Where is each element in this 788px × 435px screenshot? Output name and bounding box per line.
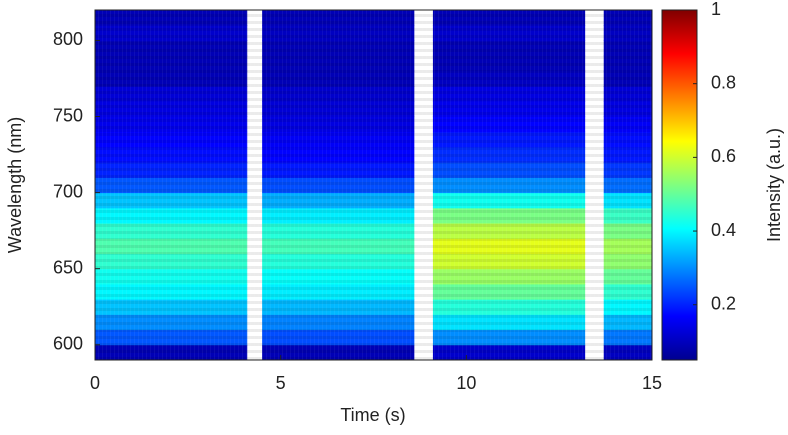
colorbar-tick-label: 1: [711, 0, 721, 19]
x-tick-label: 5: [276, 373, 286, 393]
colorbar-tick-label: 0.8: [711, 72, 736, 92]
colorbar-tick-label: 0.4: [711, 220, 736, 240]
x-tick-label: 15: [642, 373, 662, 393]
colorbar-tick-label: 0.2: [711, 293, 736, 313]
colorbar-label: Intensity (a.u.): [764, 128, 784, 242]
y-tick-label: 700: [53, 181, 83, 201]
x-tick-label: 10: [456, 373, 476, 393]
colorbar-tick-label: 0.6: [711, 146, 736, 166]
y-axis-label: Wavelength (nm): [5, 117, 25, 253]
x-axis-label: Time (s): [340, 405, 405, 425]
y-tick-label: 750: [53, 105, 83, 125]
y-tick-label: 600: [53, 334, 83, 354]
y-tick-label: 650: [53, 257, 83, 277]
plot-frame: [94, 9, 653, 361]
colorbar-frame: [661, 9, 698, 361]
x-tick-label: 0: [90, 373, 100, 393]
y-tick-label: 800: [53, 29, 83, 49]
texture: [95, 10, 652, 360]
colorbar: [662, 10, 697, 360]
